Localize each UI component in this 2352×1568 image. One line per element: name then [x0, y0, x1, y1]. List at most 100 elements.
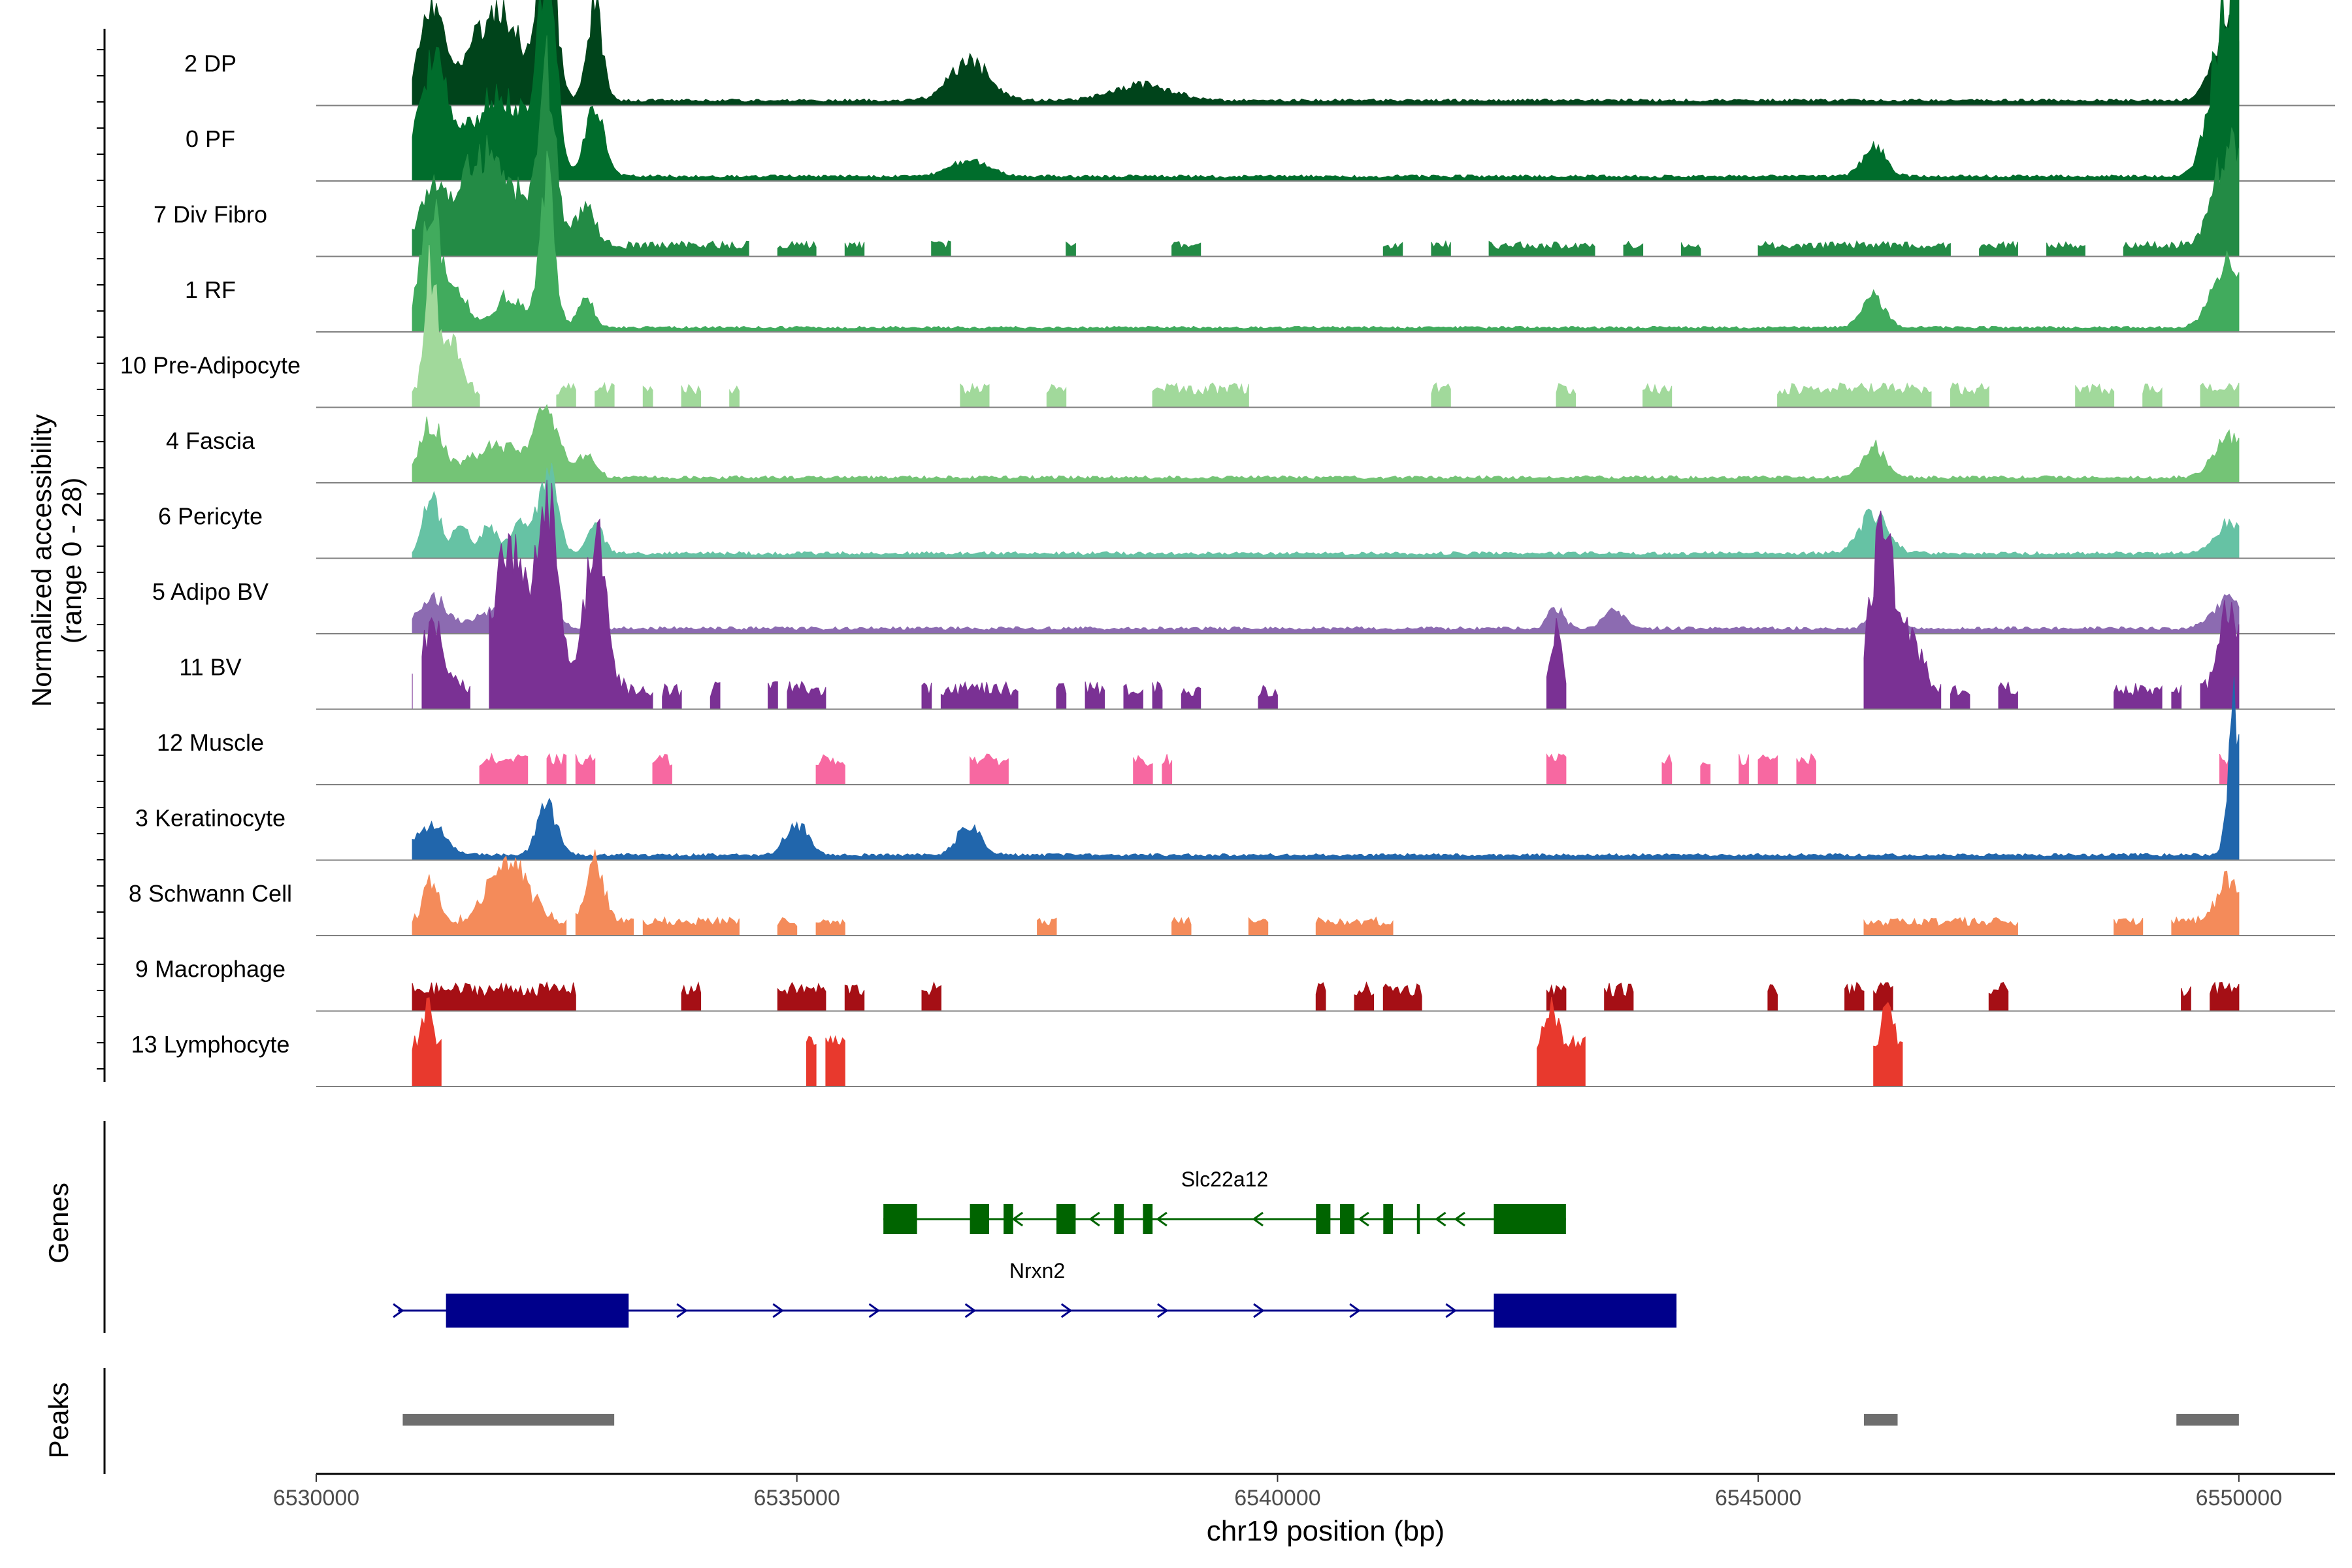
- coverage-area: [1382, 242, 1403, 257]
- peaks-panel: [402, 1414, 2239, 1426]
- strand-arrow: [964, 1303, 977, 1318]
- strand-arrow: [1156, 1211, 1168, 1227]
- track-2: 0 PF: [186, 0, 2335, 182]
- coverage-area: [1604, 983, 1634, 1011]
- coverage-area: [1171, 241, 1201, 257]
- coverage-area: [1133, 755, 1153, 785]
- strand-arrow: [393, 1303, 404, 1318]
- coverage-area: [681, 981, 702, 1011]
- coverage-area: [2171, 685, 2182, 710]
- coverage-area: [1066, 241, 1076, 257]
- coverage-area: [489, 480, 653, 710]
- track-1: 2 DP: [184, 0, 2335, 106]
- coverage-area: [1152, 382, 1249, 408]
- coverage-area: [1680, 242, 1701, 257]
- coverage-area: [1642, 383, 1673, 408]
- strand-arrow: [1434, 1211, 1446, 1227]
- peak-region: [1864, 1414, 1898, 1426]
- track-label: 9 Macrophage: [135, 956, 286, 983]
- gene-exon: [1056, 1204, 1076, 1234]
- gene-nrxn2: Nrxn2: [393, 1259, 1677, 1328]
- gene-exon: [1383, 1204, 1393, 1234]
- coverage-area: [1354, 981, 1375, 1011]
- coverage-area: [1950, 382, 1989, 408]
- strand-arrow: [772, 1303, 784, 1318]
- coverage-area: [642, 385, 653, 408]
- coverage-area: [556, 382, 576, 408]
- strand-arrow: [1060, 1303, 1073, 1318]
- track-label: 4 Fascia: [166, 427, 255, 454]
- strand-arrow: [1349, 1303, 1361, 1318]
- track-label: 10 Pre-Adipocyte: [120, 352, 301, 379]
- tracks-panel: 2 DP 0 PF 7 Div Fibro 1 RF 10 Pre-Adipocyte 4…: [120, 0, 2335, 1087]
- coverage-area: [1056, 683, 1067, 710]
- coverage-area: [2171, 870, 2240, 936]
- strand-arrow: [1445, 1303, 1457, 1318]
- track-14: 13 Lymphocyte: [131, 996, 2335, 1087]
- coverage-area: [479, 753, 529, 785]
- track-10: 12 Muscle: [157, 729, 2335, 785]
- gene-slc22a12: Slc22a12: [883, 1168, 1566, 1234]
- track-label: 11 BV: [179, 654, 241, 681]
- coverage-area: [2114, 683, 2163, 710]
- coverage-area: [921, 981, 941, 1011]
- coverage-area: [1046, 384, 1067, 408]
- coverage-area: [1739, 754, 1749, 785]
- coverage-area: [1844, 981, 1865, 1011]
- gene-exon: [1316, 1204, 1331, 1234]
- coverage-area: [1546, 618, 1567, 710]
- coverage-area: [2200, 382, 2240, 408]
- strand-arrow: [1252, 1211, 1264, 1227]
- coverage-area: [1315, 982, 1326, 1011]
- track-4: 1 RF: [185, 150, 2335, 333]
- coverage-area: [1556, 383, 1576, 408]
- coverage-area: [710, 681, 721, 710]
- strand-arrow: [1156, 1303, 1169, 1318]
- strand-arrow: [1454, 1211, 1465, 1227]
- coverage-area: [1162, 754, 1173, 785]
- coverage-area: [1181, 687, 1201, 710]
- track-label: 8 Schwann Cell: [129, 880, 292, 907]
- coverage-area: [1431, 382, 1451, 408]
- strand-arrow: [1011, 1211, 1024, 1227]
- coverage-area: [1037, 917, 1057, 936]
- strand-arrow: [1253, 1303, 1265, 1318]
- coverage-area: [2123, 127, 2240, 257]
- coverage-area: [2200, 600, 2240, 710]
- coverage-area: [2075, 384, 2115, 408]
- peak-region: [2176, 1414, 2239, 1426]
- strand-arrow: [868, 1303, 881, 1318]
- coverage-area: [787, 680, 826, 710]
- strand-arrow: [1358, 1211, 1369, 1227]
- track-label: 12 Muscle: [157, 729, 264, 756]
- gene-exon: [1494, 1204, 1566, 1234]
- coverage-area: [1546, 753, 1567, 785]
- y-axis-label-line1: Normalized accessibility: [26, 414, 57, 707]
- track-label: 3 Keratinocyte: [135, 805, 286, 832]
- coverage-area: [844, 241, 865, 257]
- coverage-area: [1873, 1002, 1903, 1087]
- gene-exon: [1494, 1294, 1677, 1328]
- coverage-area: [1258, 685, 1278, 710]
- track-label: 5 Adipo BV: [152, 578, 269, 605]
- coverage-area: [1767, 984, 1778, 1011]
- x-tick-label: 6540000: [1234, 1486, 1320, 1511]
- coverage-area: [421, 617, 470, 710]
- track-5: 10 Pre-Adipocyte: [120, 245, 2335, 408]
- coverage-area: [2181, 986, 2191, 1011]
- coverage-area: [815, 919, 845, 936]
- coverage-area: [815, 754, 845, 785]
- coverage-area: [777, 917, 798, 936]
- gene-exon: [1143, 1204, 1153, 1234]
- coverage-area: [681, 384, 702, 408]
- coverage-area: [595, 382, 615, 408]
- gene-exon: [1416, 1204, 1420, 1234]
- coverage-area: [2114, 917, 2144, 936]
- track-label: 2 DP: [184, 50, 237, 77]
- coverage-area: [412, 855, 567, 936]
- coverage-area: [1757, 240, 1951, 257]
- gene-exon: [883, 1204, 917, 1234]
- gene-exon: [446, 1294, 629, 1328]
- coverage-area: [1757, 754, 1778, 785]
- track-11: 3 Keratinocyte: [135, 676, 2335, 861]
